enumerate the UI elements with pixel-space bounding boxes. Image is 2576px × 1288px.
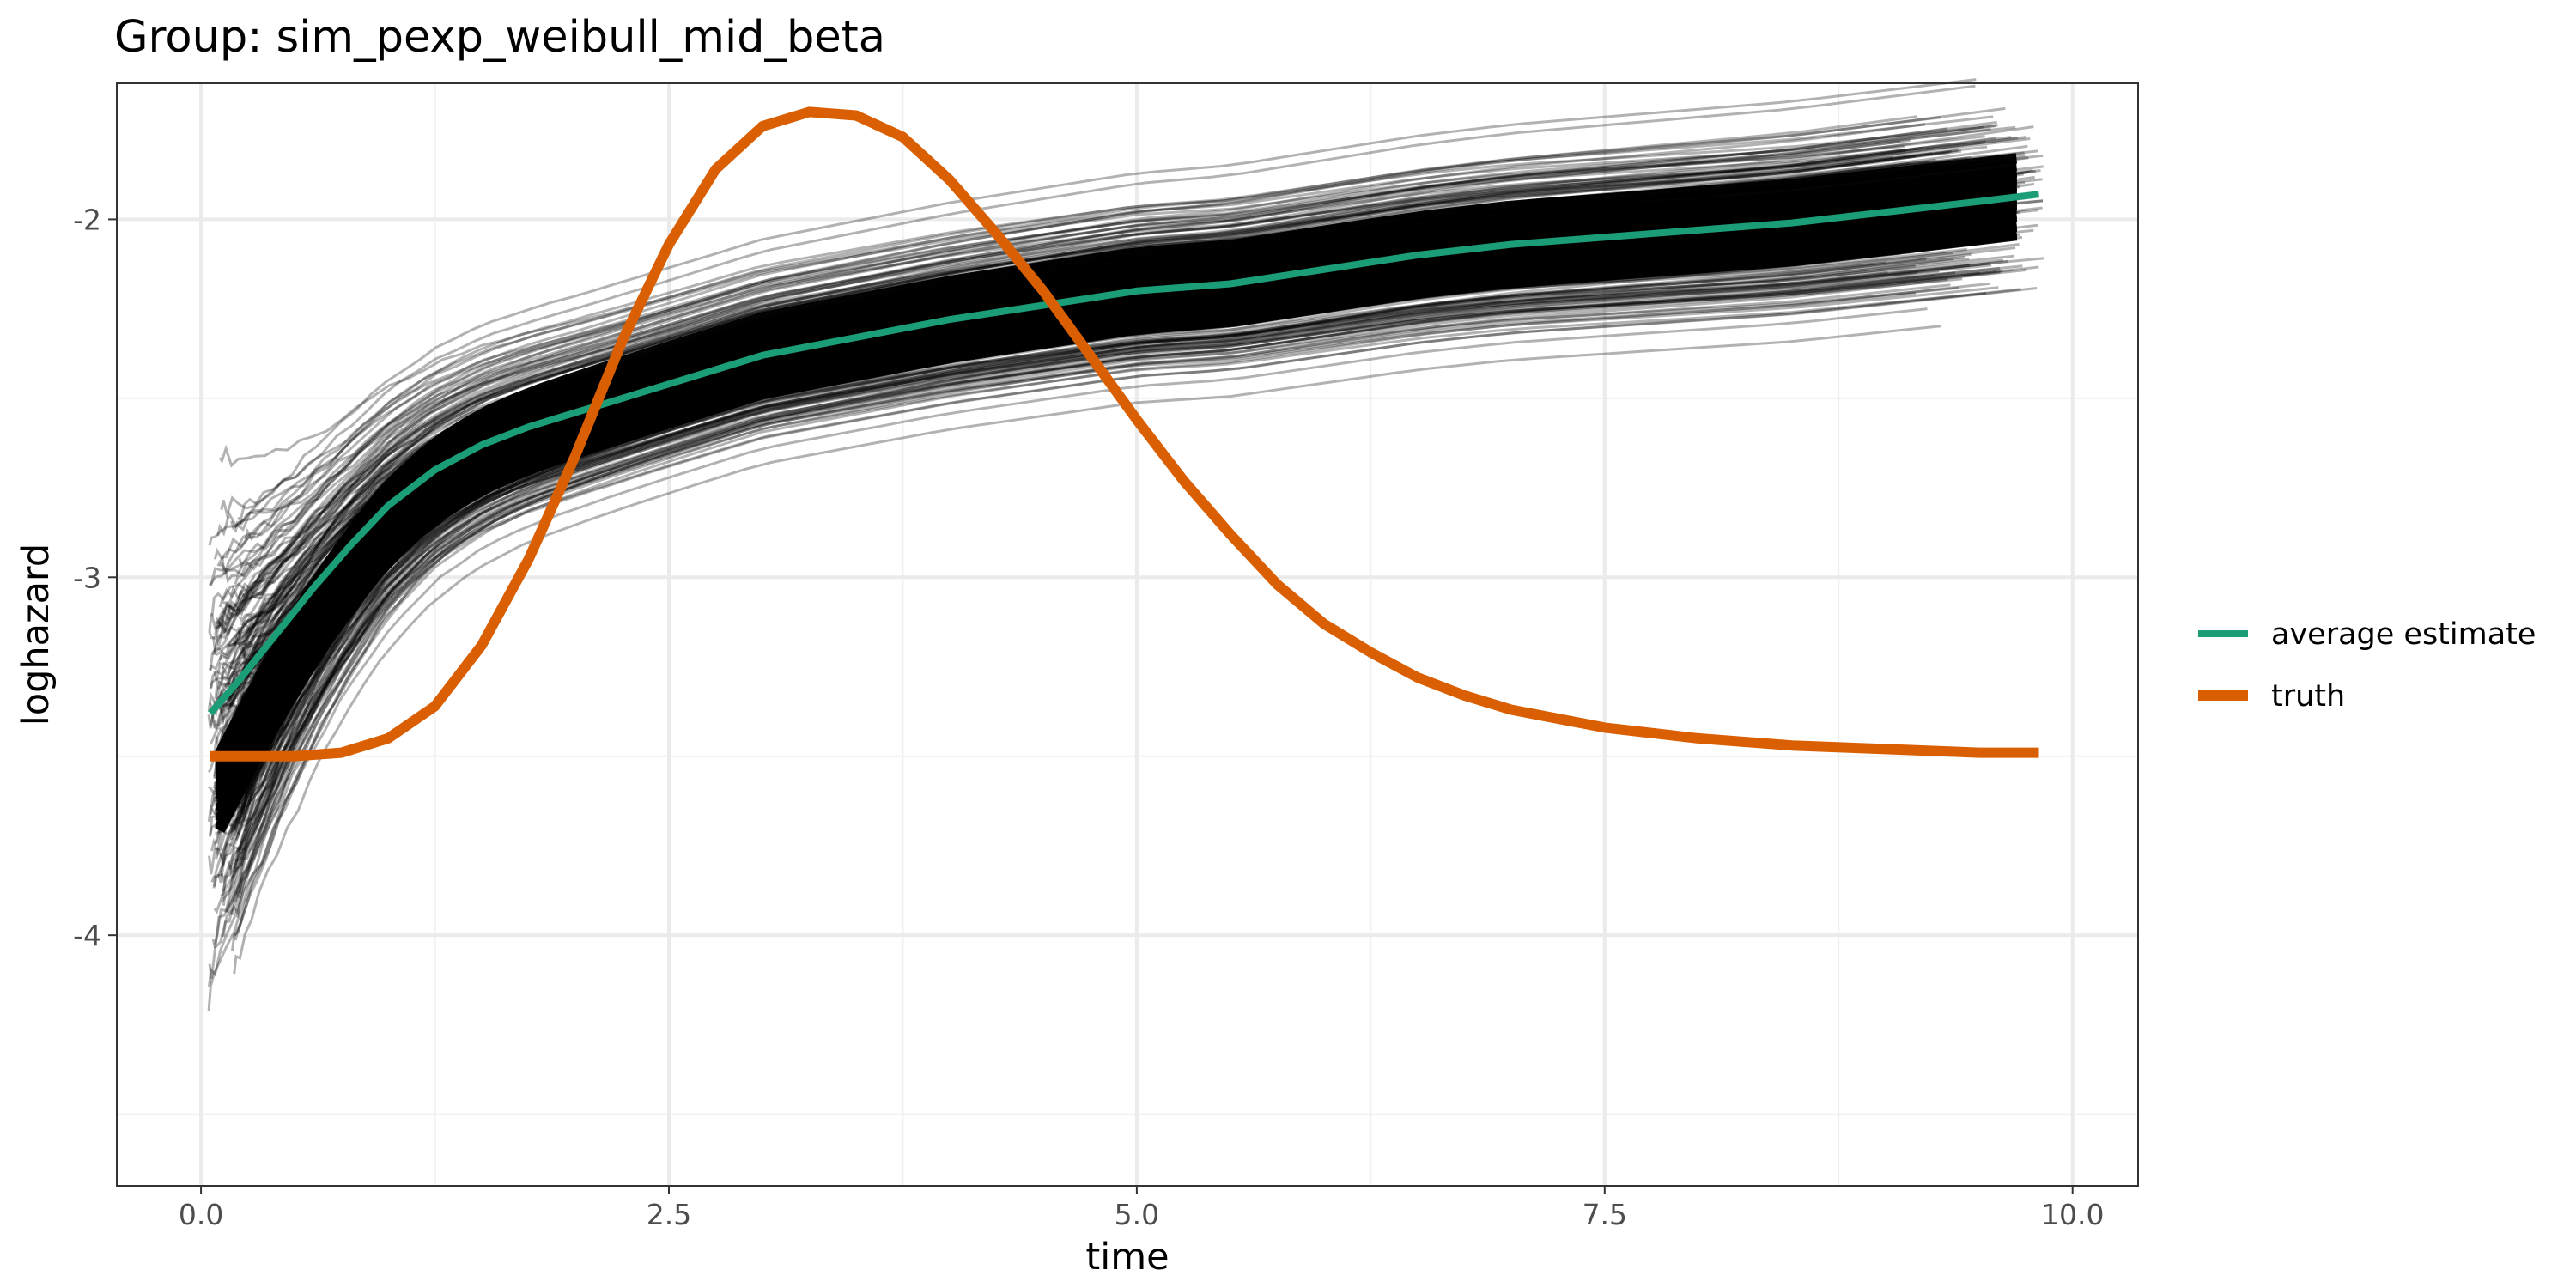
replicate-estimate-line [220,288,2021,884]
replicate-estimate-line [221,145,1988,636]
replicate-estimate-line [230,137,2031,532]
replicate-estimate-line [242,151,2025,606]
replicate-estimate-line [233,270,2001,937]
replicate-estimate-line [234,254,2014,862]
replicate-estimate-line [232,269,2026,830]
replicate-estimate-line [233,277,1948,870]
replicate-estimate-line [235,286,1999,918]
replicate-estimate-line [208,144,1905,546]
replicate-estimate-line [220,149,1962,602]
replicate-estimate-line [214,136,2026,625]
replicate-estimate-line [218,125,2016,468]
replicate-estimate-line [224,140,1901,584]
chart-title: Group: sim_pexp_weibull_mid_beta [114,12,885,63]
replicate-estimate-line [213,291,1917,915]
replicate-estimate-line [213,115,1994,560]
replicate-estimate-line [211,136,2012,655]
series-line-average-estimate [207,191,2039,716]
legend: average estimate truth [2198,617,2536,714]
replicate-estimate-line [222,274,1935,907]
replicate-estimate-line [234,282,1990,941]
replicate-estimate-line [236,256,1965,835]
y-tick-label: -4 [73,919,101,952]
replicate-estimate-line [237,243,2020,809]
replicate-estimate-line [215,120,1997,647]
replicate-estimate-line [234,149,2038,533]
replicate-estimate-line [221,125,1996,575]
replicate-estimates [207,78,2045,1012]
replicate-estimate-line [232,271,1888,823]
y-tick-label: -3 [73,561,101,594]
replicate-estimate-line [208,270,1940,875]
replicate-estimate-line [220,155,1893,519]
series-line-truth [210,106,2039,762]
y-tick-label: -2 [73,203,101,236]
series-lines [207,106,2039,762]
x-tick-label: 7.5 [1583,1198,1627,1231]
replicate-estimate-line [208,123,1926,632]
replicate-estimate-line [237,236,1993,895]
replicate-estimate-line [215,216,2018,820]
replicate-estimate-line [221,264,2023,902]
replicate-estimate-line [211,264,1916,949]
replicate-estimate-line [220,127,1948,681]
replicate-estimate-line [237,78,1977,526]
replicate-estimate-line [215,228,2018,832]
replicate-estimate-line [216,116,1941,567]
legend-label: truth [2271,679,2345,714]
replicate-estimate-line [234,137,2019,585]
replicate-estimate-line [218,139,1911,573]
replicate-estimate-line [235,258,1927,898]
x-tick-label: 10.0 [2041,1198,2104,1231]
y-axis: -4 -3 -2 [73,203,117,952]
x-axis-title: time [1085,1236,1169,1279]
replicate-estimate-line [238,125,1985,568]
x-tick-label: 2.5 [647,1198,691,1231]
x-tick-label: 0.0 [179,1198,223,1231]
replicate-estimate-line [208,127,1991,640]
replicate-estimate-line [214,115,1917,635]
replicate-estimate-line [207,307,1928,1012]
x-axis: 0.0 2.5 5.0 7.5 10.0 [179,1186,2104,1231]
replicate-estimate-line [240,135,1985,578]
replicate-estimate-line [209,106,2006,586]
replicate-estimate-line [210,140,1986,617]
replicate-estimate-line [216,84,1976,537]
replicate-estimate-line [239,265,2039,855]
replicate-estimate-line [215,179,2018,783]
x-tick-label: 5.0 [1115,1198,1159,1231]
replicate-estimate-line [217,152,1933,635]
replicate-estimate-line [218,149,1953,639]
grid-major [117,83,2138,1186]
replicate-estimate-line [227,271,1956,870]
replicate-estimate-line [215,196,2018,799]
replicate-estimate-line [235,291,1987,854]
replicate-estimate-line [232,257,1954,811]
replicate-estimate-line [208,252,1972,987]
replicate-estimate-line [234,271,1980,902]
replicate-estimate-line [227,240,1993,913]
replicate-estimate-line [230,262,1991,916]
replicate-estimate-line [233,325,1941,975]
replicate-estimate-line [226,149,1906,611]
panel-border [116,82,2139,1187]
legend-label: average estimate [2271,617,2536,652]
replicate-estimate-line [215,269,1996,861]
replicate-estimate-line [219,287,2038,866]
replicate-estimate-line [232,124,1998,645]
y-axis-title: loghazard [15,544,58,726]
replicate-estimate-line [225,159,1890,680]
replicate-estimate-line [231,283,1951,951]
